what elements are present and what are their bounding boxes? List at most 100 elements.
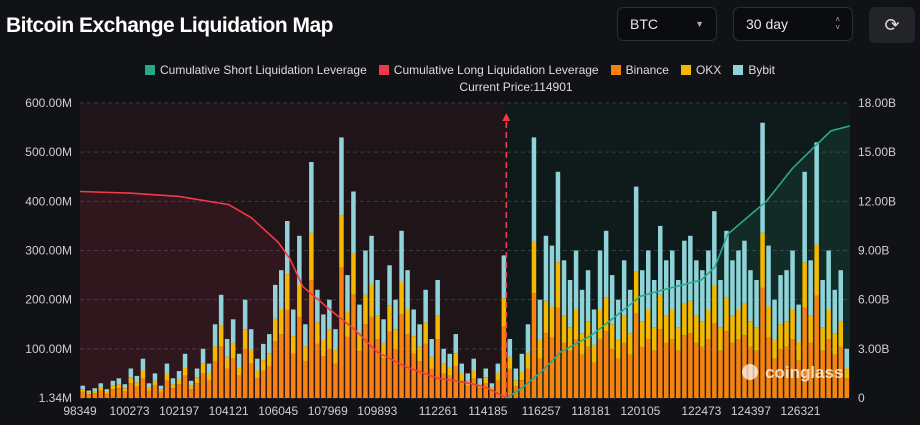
bar-okx xyxy=(790,309,795,339)
bar-bybit xyxy=(772,299,777,339)
bar-okx xyxy=(435,315,440,339)
bar-binance xyxy=(200,373,206,398)
bar-okx xyxy=(664,315,669,343)
bar-okx xyxy=(236,367,242,376)
bar-binance xyxy=(814,295,819,398)
bar-okx xyxy=(844,368,849,379)
legend-bybit[interactable]: Bybit xyxy=(733,63,775,77)
bar-okx xyxy=(513,380,519,387)
bar-bybit xyxy=(742,240,747,304)
bar-binance xyxy=(471,378,476,398)
bar-okx xyxy=(754,327,759,351)
bar-bybit xyxy=(255,358,260,371)
bar-binance xyxy=(158,391,164,398)
y-right-tick: 15.00B xyxy=(858,145,896,159)
bar-okx xyxy=(561,315,567,343)
bar-bybit xyxy=(802,171,807,263)
x-tick: 109893 xyxy=(357,404,397,418)
bar-okx xyxy=(621,315,627,343)
bar-binance xyxy=(309,280,314,398)
bar-bybit xyxy=(664,260,669,316)
bar-binance xyxy=(531,293,537,398)
bar-okx xyxy=(670,309,675,339)
y-right-tick: 3.00B xyxy=(858,342,889,356)
bar-okx xyxy=(152,380,158,386)
legend-long[interactable]: Cumulative Long Liquidation Leverage xyxy=(378,63,599,77)
bar-bybit xyxy=(236,353,242,368)
bar-okx xyxy=(471,370,476,379)
bar-okx xyxy=(315,322,320,344)
bar-bybit xyxy=(321,314,326,340)
bar-binance xyxy=(700,346,705,398)
bar-binance xyxy=(224,368,230,398)
bar-binance xyxy=(495,380,501,398)
bar-bybit xyxy=(459,363,464,374)
bar-bybit xyxy=(567,280,573,328)
bar-okx xyxy=(140,370,146,379)
bar-binance xyxy=(561,342,567,398)
period-select[interactable]: 30 day ˄ ˅ xyxy=(733,7,853,41)
bar-okx xyxy=(736,309,741,339)
y-right-tick: 0 xyxy=(858,391,865,405)
bar-bybit xyxy=(573,250,579,310)
x-tick: 120105 xyxy=(620,404,660,418)
y-left-tick: 600.00M xyxy=(25,96,72,110)
bar-okx xyxy=(718,327,723,351)
bar-bybit xyxy=(206,363,212,374)
x-tick: 107969 xyxy=(308,404,348,418)
bar-okx xyxy=(381,342,386,359)
legend-binance[interactable]: Binance xyxy=(610,63,669,77)
bar-bybit xyxy=(285,221,290,275)
bar-bybit xyxy=(164,363,170,374)
bar-okx xyxy=(423,322,428,344)
bar-okx xyxy=(86,392,91,395)
bar-okx xyxy=(441,363,446,374)
bar-binance xyxy=(92,393,97,398)
bar-okx xyxy=(627,333,633,355)
bar-binance xyxy=(447,375,452,398)
refresh-button[interactable]: ⟳ xyxy=(869,7,915,43)
bar-bybit xyxy=(712,211,717,286)
bar-bybit xyxy=(579,289,585,334)
bar-okx xyxy=(188,385,194,390)
bar-binance xyxy=(459,380,464,398)
bar-bybit xyxy=(525,324,531,354)
bar-binance xyxy=(609,348,615,398)
coin-select[interactable]: BTC ▼ xyxy=(617,7,717,41)
bar-okx xyxy=(98,387,103,391)
bar-okx xyxy=(128,377,134,384)
x-tick: 106045 xyxy=(258,404,298,418)
bar-bybit xyxy=(345,275,350,312)
bar-okx xyxy=(778,324,783,349)
bar-okx xyxy=(285,274,290,310)
bar-okx xyxy=(357,332,362,352)
bar-bybit xyxy=(844,348,849,369)
bar-bybit xyxy=(615,299,621,339)
bar-binance xyxy=(441,373,446,398)
bar-okx xyxy=(682,303,687,336)
bar-okx xyxy=(658,294,663,330)
bar-bybit xyxy=(676,280,681,328)
bar-binance xyxy=(291,353,296,399)
bar-okx xyxy=(291,336,296,354)
bar-okx xyxy=(652,327,657,351)
bar-okx xyxy=(327,329,332,349)
bar-bybit xyxy=(122,384,128,389)
bar-okx xyxy=(459,373,464,381)
bar-okx xyxy=(760,232,765,288)
bar-okx xyxy=(603,297,609,332)
legend-okx[interactable]: OKX xyxy=(680,63,721,77)
bar-okx xyxy=(333,349,338,364)
bar-binance xyxy=(832,354,837,398)
legend-short[interactable]: Cumulative Short Liquidation Leverage xyxy=(144,63,367,77)
bar-binance xyxy=(501,326,507,398)
bar-binance xyxy=(230,358,236,398)
bar-binance xyxy=(808,342,813,398)
bar-okx xyxy=(748,321,753,347)
bar-okx xyxy=(597,309,603,339)
bar-bybit xyxy=(477,378,482,385)
bar-okx xyxy=(273,318,278,342)
bar-okx xyxy=(712,285,717,324)
bar-bybit xyxy=(369,235,374,285)
bar-okx xyxy=(537,339,543,359)
